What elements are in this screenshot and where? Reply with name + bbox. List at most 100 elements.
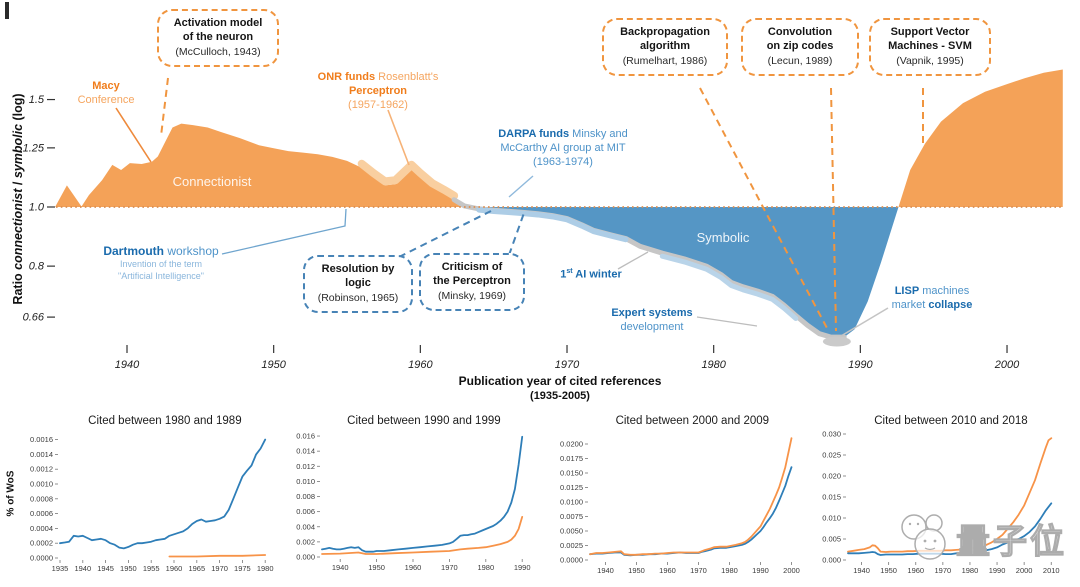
callout-text: of the neuron [182,30,254,43]
annotation-lisp-collapse: LISP machines market collapse [884,285,980,313]
mini-row-y-axis-title: % of WoS [6,454,17,534]
mini-y-tick-label: 0.030 [822,430,841,439]
mini-x-tick-label: 1970 [441,563,458,572]
mini-x-tick-label: 1955 [143,564,160,573]
callout-cite: (Lecun, 1989) [767,54,833,67]
mini-x-tick-label: 1960 [659,566,676,575]
mini-x-tick-label: 2010 [1043,566,1060,575]
connectionist-citations-line [847,437,1053,553]
macy-leader [115,107,152,163]
mini-y-tick-label: 0.0000 [560,556,583,565]
mini-y-tick-label: 0.006 [296,507,315,516]
expert-leader [696,316,758,327]
mini-x-tick-label: 1950 [368,563,385,572]
annotation-text: Dartmouth [103,244,164,258]
mini-y-tick-label: 0.014 [296,447,315,456]
annotation-text: DARPA funds [498,128,570,140]
annotation-text: 1 [560,268,567,281]
mini-y-tick-label: 0.0004 [30,524,53,533]
mini-y-tick-label: 0.010 [296,477,315,486]
mini-x-tick-label: 1960 [405,563,422,572]
mini-y-tick-label: 0.0125 [560,483,583,492]
annotation-text: market [891,298,929,311]
mini-chart-title: Cited between 2010 and 2018 [874,415,1027,427]
mini-y-tick-label: 0.012 [296,462,315,471]
callout-svm: Support Vector Machines - SVM (Vapnik, 19… [869,18,991,76]
mini-y-tick-label: 0.0200 [560,440,583,449]
mini-y-tick-label: 0.004 [296,522,315,531]
y-tick-label: 1.5 [29,94,45,106]
annotation-sup: st [566,268,573,275]
mini-x-tick-label: 1990 [514,563,531,572]
annotation-first-ai-winter: 1st AI winter [556,268,626,282]
onr-leader [387,109,410,166]
mini-x-tick-label: 1940 [597,566,614,575]
y-title-word1: connectionist [11,188,25,270]
mini-y-tick-label: 0.0010 [30,480,53,489]
symbolic-citations-line [59,438,267,550]
callout-text: on zip codes [766,39,834,52]
x-tick-label: 2000 [994,359,1020,371]
callout-text: Activation model [173,17,263,29]
symbolic-citations-line [589,466,793,557]
annotation-subtext: Invention of the term [119,259,203,269]
y-title-pre: Ratio [11,269,25,305]
mini-x-tick-label: 1935 [52,564,69,573]
dartmouth-leader [221,208,347,255]
expert-systems-band [659,253,799,321]
mini-x-tick-label: 1990 [752,566,769,575]
mini-y-tick-label: 0.0150 [560,469,583,478]
annotation-text: Macy [92,80,120,92]
annotation-onr-perceptron: ONR funds Rosenblatt's Perceptron (1957-… [314,71,442,112]
callout-text: Resolution by [321,263,395,275]
annotation-text: Conference [77,93,135,106]
mini-x-tick-label: 1950 [880,566,897,575]
y-title-mid: / [11,178,25,189]
y-tick-label: 0.8 [29,261,45,273]
connectionist-area [55,69,1063,207]
mini-y-tick-label: 0.000 [296,553,315,562]
mini-y-tick-label: 0.016 [296,432,315,441]
annotation-text: machines [919,285,970,297]
callout-backpropagation: Backpropagation algorithm (Rumelhart, 198… [602,18,728,76]
callout-resolution-by-logic: Resolution by logic (Robinson, 1965) [303,255,413,313]
mini-y-tick-label: 0.020 [822,472,841,481]
callout-text: algorithm [639,39,691,52]
mini-x-tick-label: 1980 [962,566,979,575]
main-y-axis-title: Ratio connectionist / symbolic (log) [11,29,25,369]
winter-leader [617,251,649,270]
annotation-text: workshop [163,244,219,258]
callout-activation-model: Activation model of the neuron (McCulloch… [157,9,279,67]
resolution-leader [398,210,492,258]
x-axis-title-line1: Publication year of cited references [458,374,662,388]
callout-text: logic [345,276,371,289]
mini-x-tick-label: 1980 [721,566,738,575]
annotation-leader-lines [115,77,924,337]
callout-text: Backpropagation [620,26,710,38]
callout-cite: (Vapnik, 1995) [896,54,964,67]
x-tick-label: 1940 [115,359,140,371]
symbolic-area [55,207,1063,338]
mini-x-tick-label: 1960 [907,566,924,575]
mini-y-tick-label: 0.0016 [30,435,53,444]
mini-y-tick-label: 0.000 [822,556,841,565]
watermark-logo [901,514,946,560]
mini-x-tick-label: 1940 [332,563,349,572]
mini-x-tick-label: 1945 [97,564,114,573]
callout-convolution: Convolution on zip codes (Lecun, 1989) [741,18,859,76]
convolution-leader [830,87,837,332]
mini-chart-title: Cited between 2000 and 2009 [616,415,769,427]
connectionist-citations-line [168,554,267,558]
x-tick-label: 1990 [848,359,873,371]
callout-text: Convolution [767,26,833,38]
callout-text: Criticism of [441,261,503,273]
connectionist-area-label: Connectionist [173,174,252,189]
annotation-text: Expert systems [611,307,693,319]
mini-y-tick-label: 0.008 [296,492,315,501]
mini-x-tick-label: 2000 [1016,566,1033,575]
annotation-text: Minsky and [569,128,628,140]
annotation-text: Rosenblatt's [375,71,439,83]
annotation-expert-systems: Expert systems development [607,307,697,335]
